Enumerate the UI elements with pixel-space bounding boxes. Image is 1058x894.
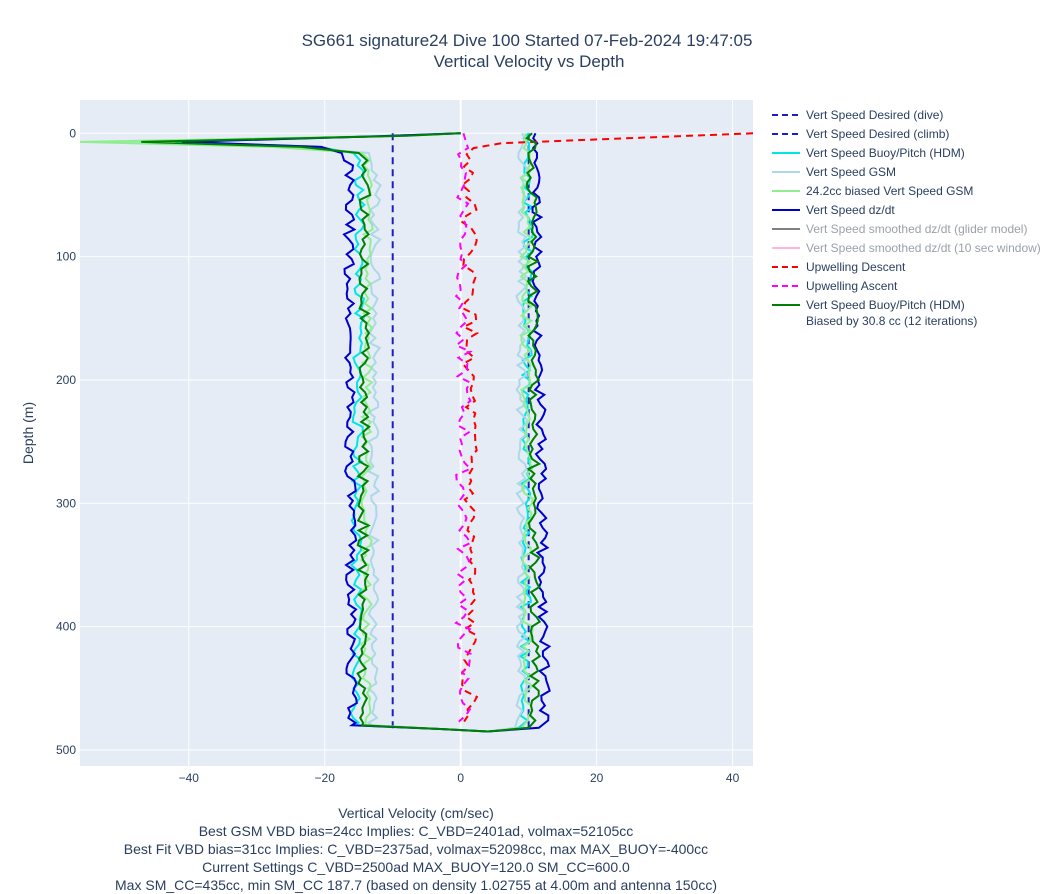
legend-label: Upwelling Descent (806, 260, 906, 274)
y-tick-label: 200 (56, 373, 76, 387)
legend-item-vert-speed-smoothed-dz-dt-glider-model[interactable]: Vert Speed smoothed dz/dt (glider model) (772, 222, 1027, 236)
x-tick-label: 40 (726, 771, 740, 785)
legend-item-24-2cc-biased-vert-speed-gsm[interactable]: 24.2cc biased Vert Speed GSM (772, 184, 973, 198)
legend-label: Vert Speed smoothed dz/dt (10 sec window… (806, 241, 1041, 255)
legend-item-vert-speed-buoy-pitch-hdm[interactable]: Vert Speed Buoy/Pitch (HDM) (772, 146, 965, 160)
legend-item-vert-speed-buoy-pitch-hdm[interactable]: Vert Speed Buoy/Pitch (HDM) Biased by 30.… (772, 298, 977, 328)
note-max-sm-cc: Max SM_CC=435cc, min SM_CC 187.7 (based … (115, 877, 717, 893)
x-axis-ticks: −40 −20 0 20 40 (179, 771, 740, 785)
legend-label: Upwelling Ascent (806, 279, 898, 293)
chart-subtitle: Vertical Velocity vs Depth (434, 52, 625, 71)
legend-label: 24.2cc biased Vert Speed GSM (806, 184, 973, 198)
chart-title: SG661 signature24 Dive 100 Started 07-Fe… (302, 31, 753, 50)
legend-label: Vert Speed dz/dt (806, 203, 895, 217)
legend-item-vert-speed-desired-dive[interactable]: Vert Speed Desired (dive) (772, 108, 943, 122)
series-upwelling-descent-line (460, 132, 754, 723)
legend-label: Vert Speed smoothed dz/dt (glider model) (806, 222, 1027, 236)
series-vert-speed-buoy-pitch-hdm-line (141, 132, 542, 733)
plot-background (80, 100, 753, 766)
y-tick-label: 300 (56, 496, 76, 510)
y-tick-label: 500 (56, 743, 76, 757)
legend: Vert Speed Desired (dive) Vert Speed Desi… (772, 108, 1041, 328)
x-tick-label: 20 (590, 771, 604, 785)
note-current-settings: Current Settings C_VBD=2500ad MAX_BUOY=1… (202, 859, 630, 875)
legend-item-vert-speed-smoothed-dz-dt-10-sec-window[interactable]: Vert Speed smoothed dz/dt (10 sec window… (772, 241, 1041, 255)
series-upwelling-ascent-line (454, 133, 473, 723)
legend-item-upwelling-descent[interactable]: Upwelling Descent (772, 260, 906, 274)
y-tick-label: 100 (56, 250, 76, 264)
plot-area (79, 132, 754, 733)
x-tick-label: −40 (179, 771, 200, 785)
legend-item-vert-speed-desired-climb[interactable]: Vert Speed Desired (climb) (772, 127, 949, 141)
legend-label: Vert Speed Buoy/Pitch (HDM) (806, 298, 965, 312)
legend-label: Vert Speed Desired (dive) (806, 108, 943, 122)
note-best-gsm: Best GSM VBD bias=24cc Implies: C_VBD=24… (199, 823, 634, 839)
y-axis-label: Depth (m) (20, 402, 36, 464)
legend-item-vert-speed-gsm[interactable]: Vert Speed GSM (772, 165, 896, 179)
x-axis-label: Vertical Velocity (cm/sec) (338, 805, 494, 821)
x-tick-label: 0 (457, 771, 464, 785)
note-best-fit: Best Fit VBD bias=31cc Implies: C_VBD=23… (124, 841, 708, 857)
y-tick-label: 0 (69, 126, 76, 140)
legend-item-vert-speed-dz-dt[interactable]: Vert Speed dz/dt (772, 203, 895, 217)
y-tick-label: 400 (56, 620, 76, 634)
x-tick-label: −20 (315, 771, 336, 785)
legend-label: Biased by 30.8 cc (12 iterations) (806, 314, 977, 328)
legend-item-upwelling-ascent[interactable]: Upwelling Ascent (772, 279, 898, 293)
legend-label: Vert Speed Buoy/Pitch (HDM) (806, 146, 965, 160)
legend-label: Vert Speed Desired (climb) (806, 127, 949, 141)
grid (80, 100, 753, 766)
legend-label: Vert Speed GSM (806, 165, 896, 179)
y-axis-ticks: 0 100 200 300 400 500 (56, 126, 76, 757)
